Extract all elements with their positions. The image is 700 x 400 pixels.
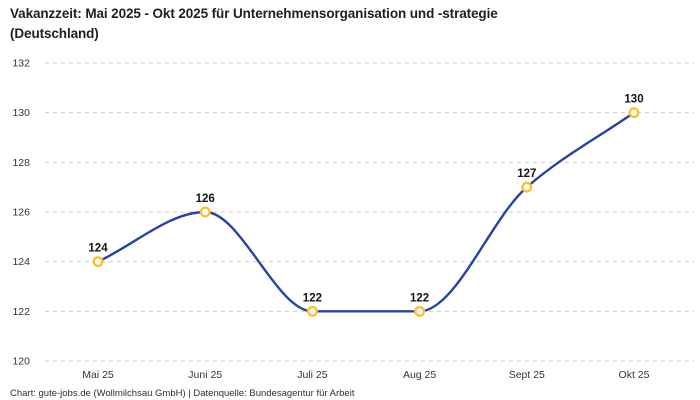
data-point-marker <box>628 107 640 119</box>
x-tick-label: Okt 25 <box>619 369 650 381</box>
chart-attribution: Chart: gute-jobs.de (Wollmilchsau GmbH) … <box>10 388 355 399</box>
data-point-label: 126 <box>196 193 215 205</box>
y-tick-label: 126 <box>12 207 30 219</box>
x-tick-label: Mai 25 <box>82 369 114 381</box>
x-tick-label: Juli 25 <box>297 369 328 381</box>
chart-title: Vakanzzeit: Mai 2025 - Okt 2025 für Unte… <box>10 4 498 43</box>
x-axis-labels: Mai 25 Juni 25 Juli 25 Aug 25 Sept 25 Okt 25 <box>82 369 649 381</box>
y-axis-labels: 120 122 124 126 128 130 132 <box>12 58 30 368</box>
data-point-labels: 124 126 122 122 127 130 <box>88 94 643 305</box>
chart-title-line1: Vakanzzeit: Mai 2025 - Okt 2025 für Unte… <box>10 6 498 21</box>
data-point-markers <box>92 107 640 317</box>
data-point-label: 127 <box>517 168 536 180</box>
x-tick-label: Juni 25 <box>188 369 222 381</box>
x-tick-label: Sept 25 <box>509 369 545 381</box>
y-tick-label: 128 <box>12 157 30 169</box>
series-line <box>96 111 636 313</box>
y-tick-label: 122 <box>12 306 30 318</box>
data-point-marker <box>306 305 318 317</box>
data-point-marker <box>92 256 104 268</box>
gridlines <box>45 62 694 362</box>
data-point-label: 130 <box>624 94 643 106</box>
y-tick-label: 130 <box>12 107 30 119</box>
data-point-marker <box>414 305 426 317</box>
data-point-label: 124 <box>88 243 108 255</box>
data-point-marker <box>199 206 211 218</box>
data-point-marker <box>521 181 533 193</box>
data-point-label: 122 <box>410 292 429 304</box>
y-tick-label: 124 <box>12 256 30 268</box>
y-tick-label: 120 <box>12 356 30 368</box>
x-tick-label: Aug 25 <box>403 369 436 381</box>
chart-title-line2: (Deutschland) <box>10 25 99 41</box>
data-point-label: 122 <box>303 292 322 304</box>
y-tick-label: 132 <box>12 58 30 70</box>
